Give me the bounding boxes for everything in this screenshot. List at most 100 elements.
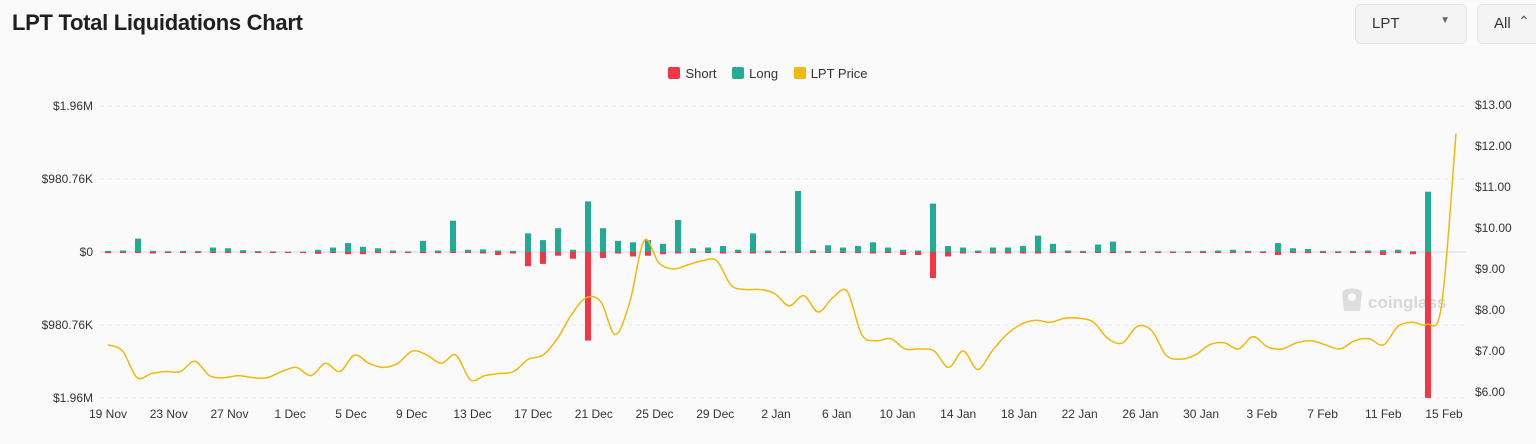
x-tick-label: 22 Jan	[1062, 407, 1098, 421]
legend-price[interactable]: LPT Price	[793, 66, 868, 81]
short-bar	[1290, 252, 1296, 253]
long-bar	[435, 250, 441, 252]
y-right-tick-label: $12.00	[1475, 139, 1512, 153]
short-bar	[480, 252, 486, 254]
short-bar	[1005, 252, 1011, 254]
short-bar	[1245, 252, 1251, 253]
long-bar	[105, 250, 111, 252]
x-tick-label: 10 Jan	[879, 407, 915, 421]
short-bar	[855, 252, 861, 254]
long-bar	[150, 250, 156, 252]
long-bar	[1320, 250, 1326, 252]
short-bar	[825, 252, 831, 253]
legend-long[interactable]: Long	[732, 66, 778, 81]
coin-select[interactable]: LPT ▼	[1355, 4, 1467, 44]
short-bar	[345, 252, 351, 255]
short-bar	[405, 252, 411, 253]
x-tick-label: 27 Nov	[210, 407, 248, 421]
long-bar	[750, 233, 756, 252]
short-bar	[225, 252, 231, 253]
short-bar	[135, 252, 141, 253]
short-bar	[255, 252, 261, 253]
long-bar	[1095, 244, 1101, 252]
long-bar	[1305, 249, 1311, 252]
short-bar	[1425, 252, 1431, 398]
short-bar	[1170, 252, 1176, 253]
long-bar	[885, 247, 891, 252]
legend-long-swatch	[732, 67, 745, 79]
short-bar	[450, 252, 456, 253]
short-bar	[720, 252, 726, 254]
legend-short[interactable]: Short	[668, 66, 717, 81]
long-bar	[960, 247, 966, 252]
short-bar	[1080, 252, 1086, 253]
short-bar	[765, 252, 771, 253]
x-tick-label: 14 Jan	[940, 407, 976, 421]
short-bar	[1335, 252, 1341, 253]
axes-layer: $1.96M $980.76K $0 $980.76K $1.96M $13.00 $12.…	[42, 98, 1512, 421]
x-tick-label: 6 Jan	[822, 407, 851, 421]
x-tick-label: 15 Feb	[1425, 407, 1463, 421]
short-bar	[105, 252, 111, 254]
long-bar	[345, 243, 351, 252]
short-bar	[1275, 252, 1281, 255]
range-select[interactable]: All ⌃	[1477, 4, 1536, 44]
long-bar	[615, 240, 621, 252]
x-tick-label: 13 Dec	[453, 407, 491, 421]
x-tick-label: 29 Dec	[696, 407, 734, 421]
short-bar	[495, 252, 501, 255]
x-tick-label: 21 Dec	[575, 407, 613, 421]
long-bar	[210, 247, 216, 252]
short-bar	[285, 252, 291, 253]
y-right-tick-label: $10.00	[1475, 221, 1512, 235]
short-bar	[840, 252, 846, 253]
long-bar	[840, 247, 846, 252]
short-bar	[180, 252, 186, 253]
short-bar	[315, 252, 321, 254]
long-bar	[165, 251, 171, 253]
bars-layer	[105, 190, 1431, 398]
short-bar	[540, 252, 546, 264]
short-bar	[570, 252, 576, 259]
short-bar	[810, 252, 816, 253]
short-bar	[1125, 252, 1131, 253]
long-bar	[195, 251, 201, 253]
long-bar	[1170, 251, 1176, 253]
x-tick-label: 19 Nov	[89, 407, 127, 421]
long-bar	[1155, 251, 1161, 253]
long-bar	[510, 250, 516, 252]
long-bar	[1335, 251, 1341, 253]
long-bar	[1380, 250, 1386, 252]
long-bar	[690, 248, 696, 252]
short-bar	[1230, 252, 1236, 253]
long-bar	[1365, 250, 1371, 252]
short-bar	[1140, 252, 1146, 253]
x-tick-label: 1 Dec	[275, 407, 306, 421]
short-bar	[525, 252, 531, 267]
long-bar	[945, 246, 951, 252]
long-bar	[135, 238, 141, 252]
short-bar	[990, 252, 996, 254]
short-bar	[615, 252, 621, 254]
chart-legend: Short Long LPT Price	[0, 66, 1536, 81]
long-bar	[1260, 251, 1266, 253]
y-right-tick-label: $13.00	[1475, 98, 1512, 112]
long-bar	[855, 246, 861, 252]
short-bar	[675, 252, 681, 254]
long-bar	[1200, 250, 1206, 252]
short-bar	[510, 252, 516, 254]
long-bar	[1125, 250, 1131, 252]
short-bar	[660, 252, 666, 255]
long-bar	[1395, 249, 1401, 252]
long-bar	[1035, 235, 1041, 252]
short-bar	[150, 252, 156, 254]
long-bar	[570, 249, 576, 252]
short-bar	[930, 252, 936, 279]
long-bar	[735, 249, 741, 252]
long-bar	[675, 219, 681, 252]
y-right-tick-label: $6.00	[1475, 385, 1505, 399]
long-bar	[390, 250, 396, 252]
short-bar	[1410, 252, 1416, 255]
long-bar	[1410, 251, 1416, 253]
short-bar	[795, 252, 801, 253]
